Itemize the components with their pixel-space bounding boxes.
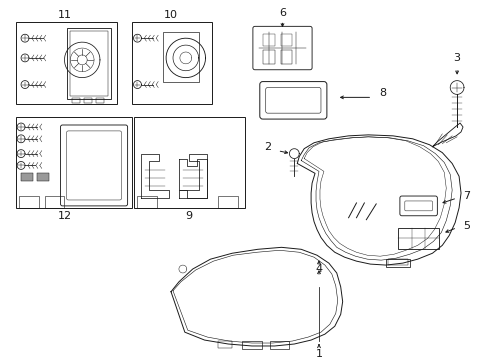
Bar (19, 196, 39, 208)
Bar (21, 173, 33, 181)
Bar (280, 34, 293, 46)
Bar (388, 259, 408, 265)
Text: 7: 7 (464, 191, 470, 201)
Bar (84, 98, 92, 103)
Bar (280, 50, 293, 64)
Text: 3: 3 (454, 53, 461, 63)
Bar (386, 259, 410, 267)
Bar (16, 22, 117, 104)
Text: 12: 12 (57, 211, 72, 221)
Bar (263, 50, 274, 64)
Text: 5: 5 (464, 221, 470, 231)
Text: 10: 10 (164, 9, 178, 19)
Bar (133, 117, 245, 208)
Text: 9: 9 (185, 211, 193, 221)
Bar (219, 196, 238, 208)
Bar (73, 98, 80, 103)
Bar (45, 196, 65, 208)
Text: 2: 2 (264, 142, 271, 152)
Text: 11: 11 (57, 9, 72, 19)
Bar (219, 341, 232, 348)
Bar (270, 341, 290, 349)
Bar (138, 196, 157, 208)
Bar (16, 117, 131, 208)
Bar (131, 22, 213, 104)
Bar (163, 32, 198, 82)
Text: 6: 6 (279, 8, 286, 18)
Bar (96, 98, 104, 103)
Bar (71, 31, 108, 96)
Bar (242, 341, 262, 349)
Text: 1: 1 (316, 349, 322, 359)
Bar (263, 34, 274, 46)
Text: 8: 8 (380, 89, 387, 98)
Bar (68, 28, 111, 99)
Bar (398, 228, 440, 249)
Bar (37, 173, 49, 181)
Text: 4: 4 (316, 264, 322, 274)
